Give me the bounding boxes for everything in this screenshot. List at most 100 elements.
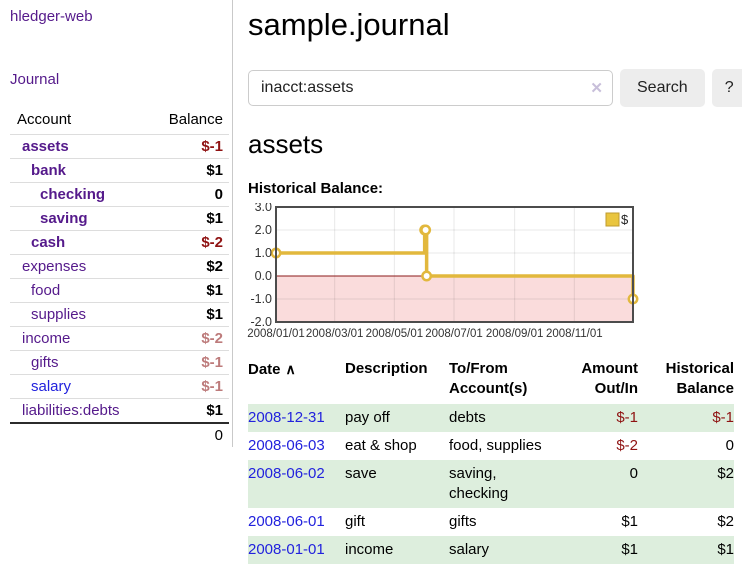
register-balance-cell: $2: [717, 513, 734, 530]
sidebar-account-link-expenses[interactable]: expenses: [22, 258, 87, 275]
register-date-cell: 2008-06-01: [248, 508, 345, 536]
register-balance-cell: $2: [717, 465, 734, 482]
register-description-cell: eat & shop: [345, 437, 417, 454]
account-row-liabilities-debts: liabilities:debts $1: [10, 398, 229, 423]
register-description-cell: income: [345, 541, 394, 558]
register-accounts-cell: saving, checking: [449, 465, 509, 502]
register-accounts-cell: food, supplies: [449, 437, 542, 454]
sidebar-account-link-supplies[interactable]: supplies: [31, 306, 87, 323]
clear-search-icon[interactable]: ✕: [590, 80, 603, 97]
register-accounts-cell: debts: [449, 409, 486, 426]
sidebar-account-link-liabilities-debts[interactable]: liabilities:debts: [22, 402, 120, 419]
register-col-label: Amount Out/In: [581, 360, 638, 397]
accounts-total-row: 0: [10, 422, 229, 447]
account-name-cell: salary: [10, 374, 152, 399]
historical-balance-chart[interactable]: $3.0 2.0 1.0 0.0 -1.0 -2.0 2008/01/01 2008/03/0…: [245, 200, 703, 345]
sidebar-account-link-checking[interactable]: checking: [40, 186, 106, 203]
y-tick-label: -1.0: [250, 292, 272, 306]
search-box: ✕: [248, 70, 613, 106]
sidebar: hledger-web Journal Account Balance asse…: [0, 0, 233, 447]
register-description-cell: gift: [345, 513, 366, 530]
x-tick-label: 2008/01/01: [247, 328, 305, 340]
account-balance: $-2: [151, 230, 229, 255]
sidebar-account-link-bank[interactable]: bank: [31, 162, 67, 179]
transaction-date-link[interactable]: 2008-06-02: [248, 465, 325, 482]
legend-label: $: [621, 212, 629, 227]
chart-title: Historical Balance:: [248, 180, 384, 197]
register-amount-cell: $-2: [616, 437, 638, 454]
account-name-cell: checking: [10, 182, 152, 207]
account-name-cell: supplies: [10, 302, 152, 327]
register-col-historical-balance: Historical Balance: [638, 357, 734, 404]
register-balance-cell: $1: [717, 541, 734, 558]
sidebar-account-link-income[interactable]: income: [22, 330, 71, 347]
register-row-2008-06-03: 2008-06-03 eat & shop food, supplies $-2 0: [248, 432, 734, 460]
accounts-table: Account Balance assets $-1 bank $1 checking 0…: [10, 110, 229, 447]
register-date-cell: 2008-06-03: [248, 432, 345, 460]
help-button[interactable]: ?: [711, 69, 742, 107]
register-accounts-cell: salary: [449, 541, 490, 558]
account-row-gifts: gifts $-1: [10, 350, 229, 375]
register-header-row: Date ∧ Description To/From Account(s) Amount…: [248, 357, 734, 404]
search-button[interactable]: Search: [620, 69, 705, 107]
register-col-label: Description: [345, 360, 428, 377]
sidebar-account-link-saving[interactable]: saving: [40, 210, 88, 227]
register-date-cell: 2008-06-02: [248, 460, 345, 508]
account-balance: $1: [151, 158, 229, 183]
register-description-cell: save: [345, 465, 377, 482]
y-tick-label: 3.0: [255, 203, 272, 214]
register-col-description: Description: [345, 357, 449, 404]
sidebar-account-link-food[interactable]: food: [31, 282, 61, 299]
transaction-date-link[interactable]: 2008-06-03: [248, 437, 325, 454]
nav-journal-link[interactable]: Journal: [10, 71, 60, 88]
register-row-2008-06-02: 2008-06-02 save saving, checking 0 $2: [248, 460, 734, 508]
y-tick-label: 0.0: [255, 269, 272, 283]
account-row-expenses: expenses $2: [10, 254, 229, 279]
main-content: sample.journal ✕ Search ? assets Histori…: [233, 0, 742, 564]
sidebar-account-link-cash[interactable]: cash: [31, 234, 66, 251]
y-tick-label: 2.0: [255, 223, 272, 237]
register-date-cell: 2008-01-01: [248, 536, 345, 564]
data-point-marker: [420, 224, 432, 236]
register-col-label: Historical Balance: [665, 360, 734, 397]
legend-swatch-icon: [605, 212, 620, 227]
sidebar-account-link-assets[interactable]: assets: [22, 138, 69, 155]
transaction-date-link[interactable]: 2008-06-01: [248, 513, 325, 530]
account-name-cell: expenses: [10, 254, 152, 279]
account-balance: $1: [151, 398, 229, 423]
sidebar-account-link-gifts[interactable]: gifts: [31, 354, 59, 371]
account-name-cell: food: [10, 278, 152, 303]
search-input[interactable]: [248, 70, 613, 106]
account-balance: 0: [151, 182, 229, 207]
transaction-date-link[interactable]: 2008-12-31: [248, 409, 325, 426]
accounts-col-account: Account: [17, 111, 72, 128]
register-row-2008-01-01: 2008-01-01 income salary $1 $1: [248, 536, 734, 564]
register-accounts-cell: gifts: [449, 513, 477, 530]
sidebar-account-link-salary[interactable]: salary: [31, 378, 72, 395]
account-balance: $-1: [151, 134, 229, 159]
account-row-bank: bank $1: [10, 158, 229, 183]
data-point-marker: [421, 270, 433, 282]
sidebar-nav: Journal: [10, 71, 232, 89]
page-title: sample.journal: [248, 7, 450, 42]
register-amount-cell: $1: [621, 513, 638, 530]
account-row-saving: saving $1: [10, 206, 229, 231]
account-balance: $2: [151, 254, 229, 279]
transaction-date-link[interactable]: 2008-01-01: [248, 541, 325, 558]
account-name-cell: liabilities:debts: [10, 398, 152, 423]
account-row-cash: cash $-2: [10, 230, 229, 255]
register-amount-cell: $-1: [616, 409, 638, 426]
register-col-date[interactable]: Date ∧: [248, 357, 345, 404]
search-form: ✕ Search ?: [248, 69, 742, 107]
register-amount-cell: $1: [621, 541, 638, 558]
account-name-cell: cash: [10, 230, 152, 255]
y-tick-label: 1.0: [255, 246, 272, 260]
account-balance: $1: [151, 302, 229, 327]
account-name-cell: bank: [10, 158, 152, 183]
account-name-cell: saving: [10, 206, 152, 231]
register-amount-cell: 0: [629, 465, 638, 482]
account-row-income: income $-2: [10, 326, 229, 351]
register-col-label: To/From Account(s): [449, 360, 528, 397]
app-title-link[interactable]: hledger-web: [10, 8, 93, 25]
register-balance-cell: 0: [725, 437, 734, 454]
